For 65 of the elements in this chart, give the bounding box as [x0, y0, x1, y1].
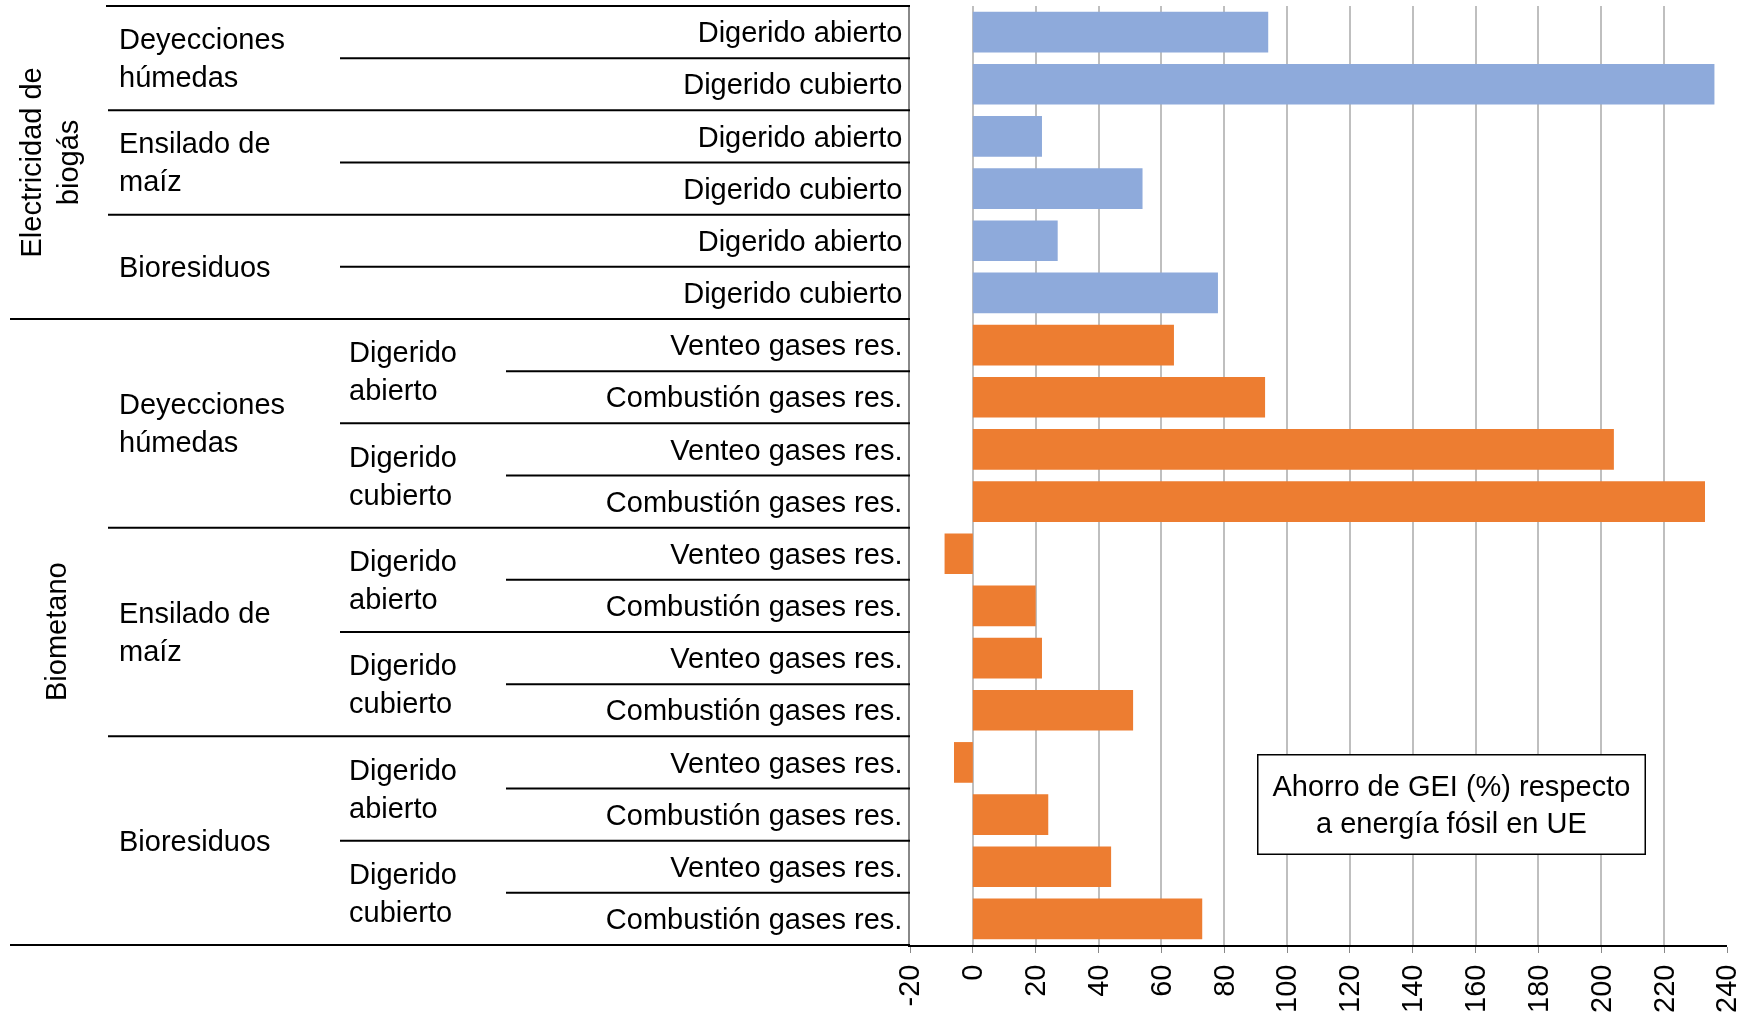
- bar: [972, 585, 1036, 627]
- bar: [972, 637, 1042, 679]
- y-tick-label: Combustión gases res.: [605, 381, 903, 414]
- text: Digerido abierto: [349, 336, 457, 406]
- text: Digerido cubierto: [349, 441, 457, 511]
- bar: [972, 794, 1049, 835]
- text: Electricidad de biogás: [14, 67, 85, 258]
- y-tick-label: Venteo gases res.: [670, 329, 903, 362]
- bar: [972, 376, 1266, 418]
- bar: [944, 533, 973, 575]
- x-tick-label: 60: [1144, 964, 1177, 997]
- text: Deyecciones húmedas: [119, 23, 286, 93]
- text: Ensilado de maíz: [119, 127, 271, 197]
- x-tick-label: 140: [1396, 964, 1429, 1013]
- text: Deyecciones húmedas: [119, 388, 286, 458]
- bar: [972, 481, 1705, 522]
- y-tick-label: Combustión gases res.: [605, 798, 903, 831]
- text: Digerido cubierto: [349, 649, 457, 719]
- bar: [953, 742, 973, 783]
- bar: [972, 272, 1218, 314]
- y-tick-label: Venteo gases res.: [670, 850, 903, 883]
- bar: [972, 846, 1112, 888]
- x-tick-label: 120: [1333, 964, 1366, 1013]
- x-tick-label: 40: [1081, 964, 1114, 997]
- x-tick-label: -20: [893, 964, 926, 1007]
- y-tick-label: Combustión gases res.: [605, 903, 903, 936]
- x-tick-label: 20: [1019, 964, 1052, 997]
- text: Digerido abierto: [349, 545, 457, 615]
- y-tick-label: Combustión gases res.: [605, 590, 903, 623]
- y-tick-label: Combustión gases res.: [605, 694, 903, 727]
- bar: [972, 898, 1203, 940]
- bar: [972, 116, 1042, 157]
- y-tick-label: Digerido abierto: [697, 224, 903, 257]
- bar: [972, 429, 1614, 470]
- y-tick-label: Combustión gases res.: [605, 485, 903, 518]
- x-tick-label: 100: [1270, 964, 1303, 1013]
- x-tick-label: 180: [1521, 964, 1554, 1013]
- x-tick-label: 160: [1459, 964, 1492, 1013]
- bar: [972, 168, 1143, 209]
- bar: [972, 220, 1058, 262]
- annotation: Ahorro de GEI (%) respecto a energía fósil en UE: [1272, 769, 1631, 840]
- y-tick-label: Venteo gases res.: [670, 433, 903, 466]
- y-tick-label: Venteo gases res.: [670, 537, 903, 570]
- y-tick-label: Digerido cubierto: [683, 68, 903, 101]
- x-tick-label: 200: [1584, 964, 1617, 1013]
- x-tick-label: 220: [1647, 964, 1680, 1013]
- text: Digerido abierto: [349, 754, 457, 824]
- text: Bioresiduos: [119, 825, 271, 857]
- y-tick-label: Digerido cubierto: [683, 172, 903, 205]
- bar: [972, 11, 1269, 53]
- text: Biometano: [40, 562, 72, 701]
- x-tick-label: 80: [1207, 964, 1240, 997]
- y-tick-label: Digerido abierto: [697, 120, 903, 153]
- x-tick-label: 240: [1710, 964, 1743, 1013]
- y-tick-label: Venteo gases res.: [670, 746, 903, 779]
- bar: [972, 63, 1715, 105]
- text: Digerido cubierto: [349, 858, 457, 928]
- bar: [972, 689, 1134, 731]
- y-tick-label: Digerido abierto: [697, 16, 903, 49]
- y-tick-label: Venteo gases res.: [670, 642, 903, 675]
- y-tick-label: Digerido cubierto: [683, 277, 903, 310]
- bar: [972, 324, 1174, 366]
- x-tick-label: 0: [956, 964, 989, 981]
- text: Bioresiduos: [119, 251, 271, 283]
- text: Ensilado de maíz: [119, 597, 271, 667]
